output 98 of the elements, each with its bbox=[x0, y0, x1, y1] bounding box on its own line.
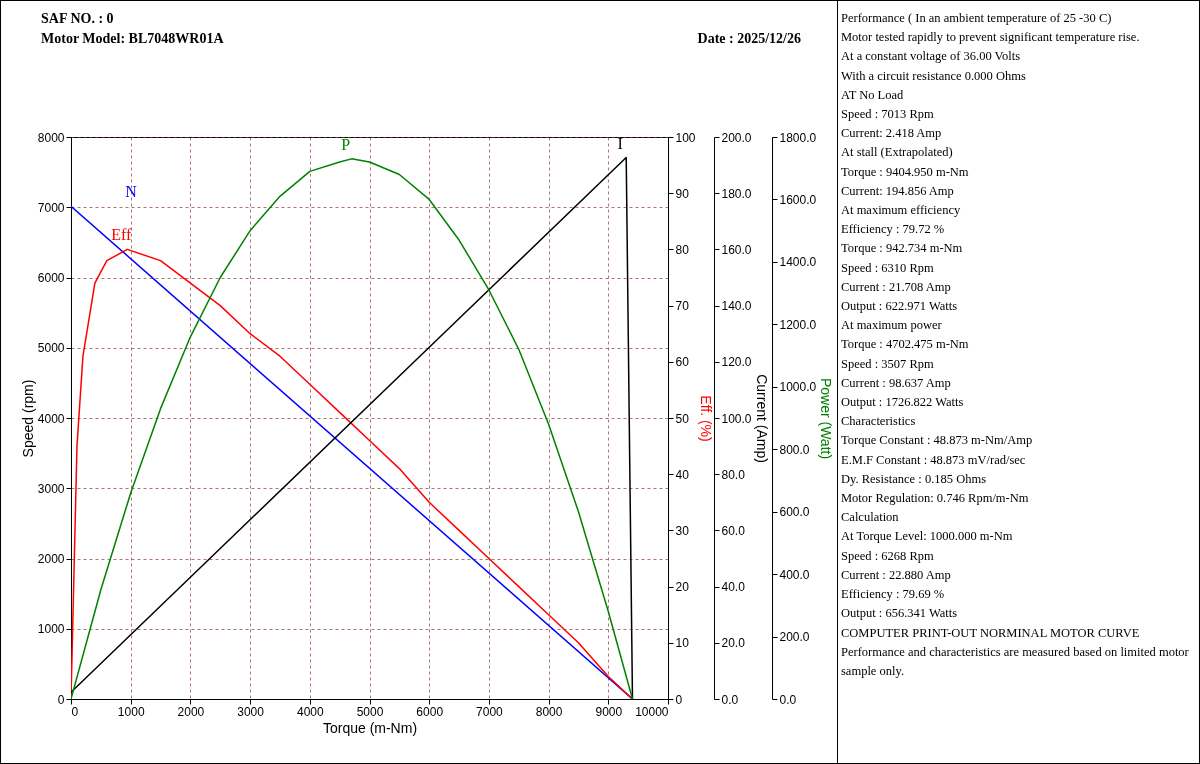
text: Motor tested rapidly to prevent significant temperature rise. bbox=[841, 29, 1141, 47]
y-tick-label: 7000 bbox=[37, 200, 65, 215]
y3-tick-label: 180.0 bbox=[721, 186, 752, 201]
y3-tick-label: 200.0 bbox=[721, 130, 752, 145]
y3-tick-label: 60.0 bbox=[721, 523, 746, 538]
y-tick-label: 1200.0 bbox=[779, 317, 817, 332]
text: Speed : 3507 Rpm bbox=[841, 355, 935, 373]
y-tick-label: 1000 bbox=[37, 622, 65, 637]
y3-tick-label: 80.0 bbox=[721, 467, 746, 482]
x-tick-label: 5000 bbox=[356, 704, 384, 719]
text: Speed : 6268 Rpm bbox=[841, 547, 935, 565]
y2-tick-label: 90 bbox=[675, 186, 690, 201]
y-tick-label: 400.0 bbox=[779, 567, 810, 582]
y2-tick-label: 0 bbox=[675, 692, 683, 707]
text: E.M.F Constant : 48.873 mV/rad/sec bbox=[841, 451, 1027, 469]
y-tick-label: 2000 bbox=[37, 552, 65, 566]
text: COMPUTER PRINT-OUT NORMINAL MOTOR CURVE bbox=[841, 624, 1141, 642]
y3-tick-label: 100.0 bbox=[721, 411, 752, 426]
text: At stall (Extrapolated) bbox=[841, 144, 954, 162]
text: Torque : 942.734 m-Nm bbox=[841, 240, 964, 258]
y-tick-label: 1600.0 bbox=[779, 192, 817, 207]
y3-tick-label: 20.0 bbox=[721, 636, 746, 651]
y-tick-label: 600.0 bbox=[779, 505, 810, 520]
y3-tick-label: 160.0 bbox=[721, 242, 752, 257]
y-axis-title: Power (Watt) bbox=[818, 377, 835, 460]
text: Dy. Resistance : 0.185 Ohms bbox=[841, 470, 987, 488]
text: At a constant voltage of 36.00 Volts bbox=[841, 48, 1022, 66]
y-tick-label: 3000 bbox=[37, 481, 65, 496]
text: Output : 656.341 Watts bbox=[841, 605, 959, 623]
x-tick-label: 4000 bbox=[296, 704, 324, 719]
text: At maximum efficiency bbox=[841, 202, 962, 220]
y-tick-label: 1800.0 bbox=[779, 130, 817, 145]
y3-tick-label: 140.0 bbox=[721, 299, 752, 314]
text: Current : 98.637 Amp bbox=[841, 374, 952, 392]
series-label: I bbox=[617, 134, 623, 152]
series-label: Eff bbox=[111, 226, 133, 244]
text: Characteristics bbox=[841, 413, 917, 431]
y-tick-label: 0.0 bbox=[779, 692, 797, 707]
y2-tick-label: 100 bbox=[675, 130, 696, 145]
text: Torque : 4702.475 m-Nm bbox=[841, 336, 970, 354]
text: Motor Model: BL7048WR01A bbox=[41, 31, 224, 46]
y3-tick-label: 0.0 bbox=[721, 692, 739, 707]
y2-tick-label: 20 bbox=[675, 580, 690, 595]
y-tick-label: 8000 bbox=[37, 130, 65, 145]
y3-axis-title: Current (Amp) bbox=[753, 374, 770, 463]
text: Output : 1726.822 Watts bbox=[841, 394, 965, 412]
x-tick-label: 8000 bbox=[535, 704, 563, 719]
text: Date : 2025/12/26 bbox=[697, 31, 801, 48]
text: Torque : 9404.950 m-Nm bbox=[841, 163, 970, 181]
y-tick-label: 5000 bbox=[37, 341, 65, 356]
y2-axis-title: Eff. (%) bbox=[697, 395, 714, 442]
text: At maximum power bbox=[841, 317, 943, 335]
text: With a circuit resistance 0.000 Ohms bbox=[841, 67, 1027, 85]
y-tick-label: 4000 bbox=[37, 411, 65, 426]
x-tick-label: 10000 bbox=[635, 704, 669, 719]
x-tick-label: 3000 bbox=[237, 704, 265, 719]
y3-tick-label: 40.0 bbox=[721, 580, 746, 595]
text: Performance ( In an ambient temperature of 25 -30 C) bbox=[841, 10, 1113, 27]
y2-tick-label: 30 bbox=[675, 523, 690, 538]
x-tick-label: 1000 bbox=[117, 704, 145, 719]
y-tick-label: 1400.0 bbox=[779, 255, 817, 270]
text: Current : 21.708 Amp bbox=[841, 278, 952, 296]
y2-tick-label: 50 bbox=[675, 411, 690, 426]
text: Current: 2.418 Amp bbox=[841, 125, 943, 143]
x-tick-label: 6000 bbox=[416, 704, 444, 719]
y2-tick-label: 10 bbox=[675, 636, 690, 651]
y-tick-label: 0 bbox=[57, 692, 65, 707]
x-tick-label: 0 bbox=[71, 704, 79, 719]
y-tick-label: 6000 bbox=[37, 271, 65, 285]
y-tick-label: 200.0 bbox=[779, 630, 810, 645]
text: Current : 22.880 Amp bbox=[841, 566, 952, 584]
text: Speed : 6310 Rpm bbox=[841, 259, 935, 277]
text: Torque Constant : 48.873 m-Nm/Amp bbox=[841, 432, 1034, 450]
x-tick-label: 9000 bbox=[595, 704, 623, 719]
text: SAF NO. : 0 bbox=[41, 11, 115, 28]
y-tick-label: 800.0 bbox=[779, 442, 810, 457]
y-axis-title: Speed (rpm) bbox=[19, 379, 36, 458]
y-tick-label: 1000.0 bbox=[779, 380, 817, 395]
text: N bbox=[125, 183, 138, 201]
y3-tick-label: 120.0 bbox=[721, 355, 752, 370]
text: Speed : 7013 Rpm bbox=[841, 106, 935, 123]
x-tick-label: 7000 bbox=[476, 704, 504, 719]
text: Performance and characteristics are measured based on limited motor sample only. bbox=[841, 643, 1190, 680]
text: Efficiency : 79.69 % bbox=[841, 586, 946, 604]
y2-tick-label: 80 bbox=[675, 242, 690, 257]
x-axis-title: Torque (m-Nm) bbox=[322, 719, 418, 736]
text: AT No Load bbox=[841, 86, 905, 104]
y2-tick-label: 40 bbox=[675, 467, 690, 482]
text: Calculation bbox=[841, 509, 900, 527]
y2-tick-label: 70 bbox=[675, 299, 690, 314]
x-tick-label: 2000 bbox=[177, 704, 205, 719]
text: Output : 622.971 Watts bbox=[841, 298, 959, 316]
y2-tick-label: 60 bbox=[675, 355, 690, 370]
text: Current: 194.856 Amp bbox=[841, 182, 955, 200]
text: At Torque Level: 1000.000 m-Nm bbox=[841, 528, 1014, 546]
text: Efficiency : 79.72 % bbox=[841, 221, 946, 239]
series-label: P bbox=[341, 135, 351, 153]
text: Motor Regulation: 0.746 Rpm/m-Nm bbox=[841, 490, 1030, 508]
